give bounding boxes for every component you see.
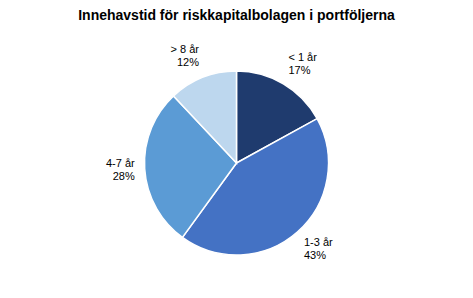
slice-label: 1-3 år43%	[304, 236, 333, 261]
category-label: 1-3 år	[304, 236, 333, 248]
chart: Innehavstid för riskkapitalbolagen i por…	[0, 0, 473, 298]
data-label: 17%	[288, 64, 310, 76]
labels: < 1 år17% 1-3 år43% 4-7 år28% > 8 år12%	[106, 43, 333, 261]
category-label: > 8 år	[171, 43, 200, 55]
title: Innehavstid för riskkapitalbolagen i por…	[78, 7, 395, 23]
category-label: < 1 år	[288, 51, 317, 63]
slices	[144, 71, 328, 255]
category-label: 4-7 år	[106, 157, 135, 169]
slice-label: 4-7 år28%	[106, 157, 135, 182]
slice-label: < 1 år17%	[288, 51, 317, 76]
background	[0, 0, 473, 298]
data-label: 43%	[304, 249, 326, 261]
slice	[174, 71, 237, 163]
slice-label: > 8 år12%	[171, 43, 200, 68]
data-label: 12%	[177, 56, 199, 68]
data-label: 28%	[113, 170, 135, 182]
